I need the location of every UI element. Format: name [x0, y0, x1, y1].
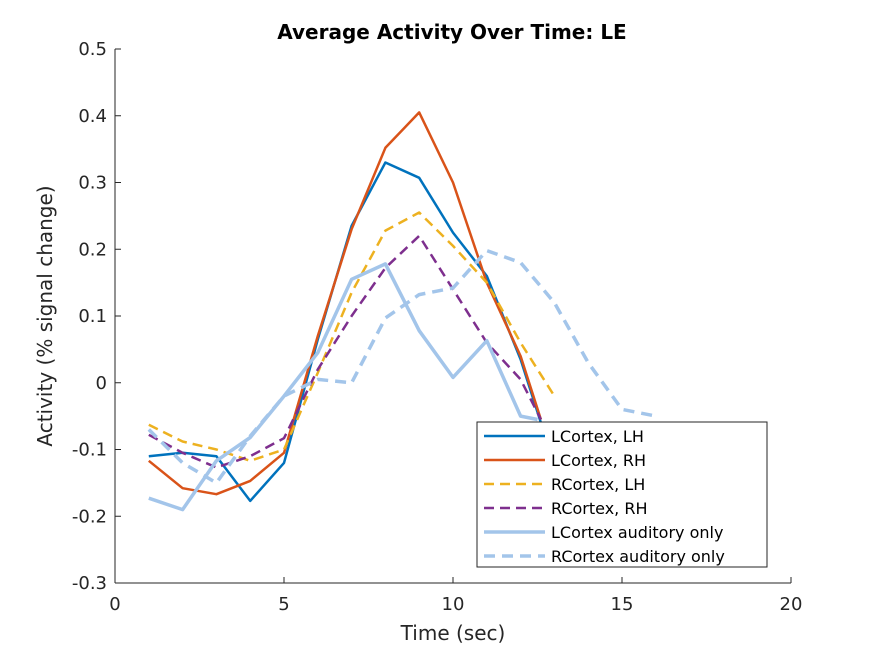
x-axis-label: Time (sec): [400, 621, 506, 645]
y-axis-label: Activity (% signal change): [33, 185, 57, 446]
y-ticks: -0.3 -0.2 -0.1 0 0.1 0.2 0.3 0.4 0.5: [72, 39, 121, 594]
series-line-6: [147, 248, 657, 485]
y-tick-label: 0.2: [78, 239, 107, 260]
legend: LCortex, LH LCortex, RH RCortex, LH RCortex…: [476, 421, 768, 568]
chart-title: Average Activity Over Time: LE: [277, 20, 626, 44]
legend-box: [476, 421, 768, 568]
legend-label-5: LCortex auditory only: [551, 523, 723, 542]
x-tick-label: 10: [442, 594, 465, 615]
legend-label-4: RCortex, RH: [551, 499, 647, 518]
series-line-1: [148, 161, 543, 503]
y-tick-label: -0.2: [72, 506, 107, 527]
y-tick-label: 0: [96, 373, 107, 394]
legend-items: LCortex, LH LCortex, RH RCortex, LH RCortex…: [484, 427, 725, 566]
legend-label-6: RCortex auditory only: [551, 547, 725, 566]
series-line-5: [148, 262, 538, 512]
legend-label-2: LCortex, RH: [551, 451, 646, 470]
x-ticks: 0 5 10 15 20: [109, 577, 802, 615]
y-tick-label: 0.1: [78, 306, 107, 327]
series-line-3: [148, 211, 556, 463]
x-tick-label: 5: [278, 594, 289, 615]
x-tick-label: 20: [780, 594, 803, 615]
y-tick-label: 0.3: [78, 173, 107, 194]
y-tick-label: -0.1: [72, 440, 107, 461]
legend-label-1: LCortex, LH: [551, 427, 644, 446]
plot-lines: [147, 111, 657, 512]
x-tick-label: 15: [611, 594, 634, 615]
x-tick-label: 0: [109, 594, 120, 615]
y-tick-label: 0.4: [78, 106, 107, 127]
y-tick-label: 0.5: [78, 39, 107, 60]
legend-label-3: RCortex, LH: [551, 475, 645, 494]
y-tick-label: -0.3: [72, 573, 107, 594]
